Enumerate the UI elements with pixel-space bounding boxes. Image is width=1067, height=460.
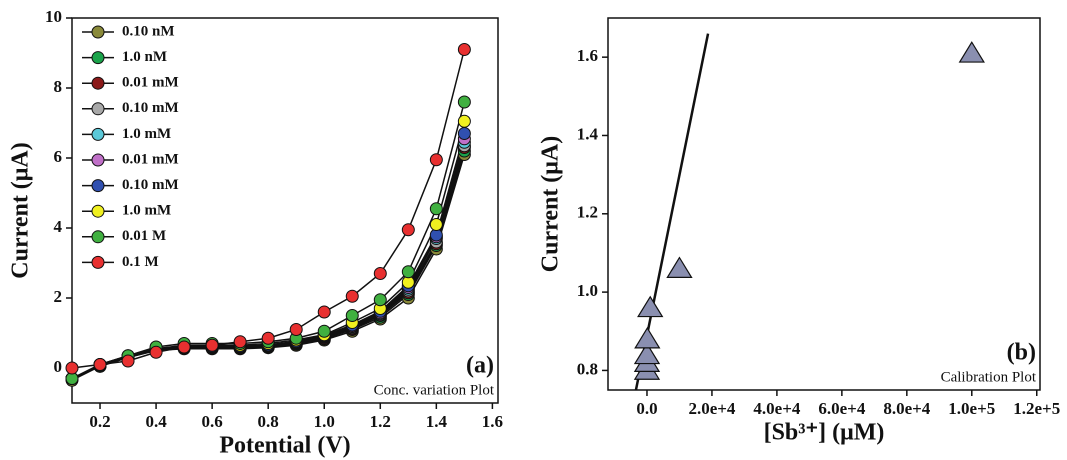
legend-marker: [91, 153, 105, 167]
y-tick-label: 10: [45, 7, 62, 26]
x-tick-label: 0.8: [258, 412, 279, 431]
panel-label: (a): [466, 353, 494, 379]
data-point: [317, 305, 331, 319]
x-tick-label: 1.4: [426, 412, 448, 431]
x-tick-label: 0.4: [145, 412, 167, 431]
legend-marker: [91, 230, 105, 244]
legend-marker: [91, 51, 105, 65]
x-tick-label: 1.0: [314, 412, 335, 431]
data-point: [958, 41, 985, 63]
data-point: [457, 114, 471, 128]
x-tick-label: 8.0e+4: [883, 399, 930, 418]
x-tick-label: 1.6: [482, 412, 503, 431]
legend-label: 1.0 nM: [122, 49, 167, 65]
data-point: [373, 267, 387, 280]
data-point: [637, 295, 664, 318]
plot-frame: [607, 17, 1041, 391]
legend-marker: [91, 102, 105, 116]
legend-label: 0.10 mM: [122, 100, 179, 116]
x-tick-label: 1.2: [370, 412, 391, 431]
legend-label: 1.0 mM: [122, 126, 171, 142]
data-point: [429, 218, 443, 231]
y-axis-label: Current (μA): [8, 142, 34, 278]
panel-label: (b): [1007, 340, 1036, 366]
y-tick-label: 6: [54, 147, 63, 166]
data-point: [401, 223, 415, 237]
legend-label: 0.01 mM: [122, 75, 179, 91]
x-tick-label: 0.0: [636, 399, 657, 418]
y-tick-label: 1.6: [577, 46, 598, 65]
plot-frame: [71, 17, 499, 404]
legend-marker: [91, 25, 105, 39]
data-point: [93, 358, 107, 371]
data-point: [65, 361, 79, 375]
legend-label: 0.01 M: [122, 228, 166, 244]
data-point: [345, 309, 359, 322]
data-point: [205, 338, 219, 352]
data-point: [121, 354, 135, 368]
data-point: [666, 256, 693, 279]
y-tick-label: 0.8: [577, 359, 598, 378]
data-point: [289, 323, 303, 336]
x-tick-label: 0.2: [89, 412, 110, 431]
x-tick-label: 2.0e+4: [688, 399, 735, 418]
legend-label: 0.10 nM: [122, 23, 175, 39]
legend-label: 0.01 mM: [122, 151, 179, 167]
legend-marker: [91, 204, 105, 218]
y-axis-label: Current (μA): [538, 136, 564, 272]
y-tick-label: 1.2: [577, 203, 598, 222]
y-tick-label: 2: [54, 287, 63, 306]
data-point: [233, 335, 247, 349]
legend-marker: [91, 255, 105, 269]
data-point: [177, 340, 191, 354]
x-tick-label: 1.2e+5: [1013, 399, 1060, 418]
data-point: [457, 95, 471, 109]
legend-label: 0.10 mM: [122, 177, 179, 193]
data-point: [373, 293, 387, 307]
data-point: [345, 289, 359, 303]
x-tick-label: 0.6: [202, 412, 223, 431]
data-point: [401, 265, 415, 279]
x-tick-label: 1.0e+5: [948, 399, 995, 418]
y-tick-label: 0: [54, 357, 63, 376]
y-tick-label: 1.0: [577, 281, 598, 300]
y-tick-label: 1.4: [577, 124, 599, 143]
data-point: [317, 324, 331, 338]
legend-label: 0.1 M: [122, 254, 159, 270]
x-axis-label: Potential (V): [219, 433, 350, 459]
x-axis-label: [Sb³⁺] (μM): [764, 420, 885, 446]
plot-note: Calibration Plot: [941, 369, 1037, 385]
legend-marker: [91, 179, 105, 193]
data-point: [633, 342, 661, 365]
y-tick-label: 8: [54, 77, 63, 96]
data-point: [457, 127, 471, 140]
legend-marker: [91, 127, 105, 141]
plot-note: Conc. variation Plot: [374, 382, 495, 398]
legend-marker: [91, 76, 105, 90]
data-point: [429, 202, 443, 216]
data-point: [261, 331, 275, 345]
y-tick-label: 4: [54, 217, 63, 236]
x-tick-label: 4.0e+4: [753, 399, 800, 418]
data-point: [457, 43, 471, 56]
legend-label: 1.0 mM: [122, 203, 171, 219]
data-point: [634, 326, 661, 349]
data-point: [429, 153, 443, 167]
x-tick-label: 6.0e+4: [818, 399, 865, 418]
data-point: [149, 345, 163, 359]
